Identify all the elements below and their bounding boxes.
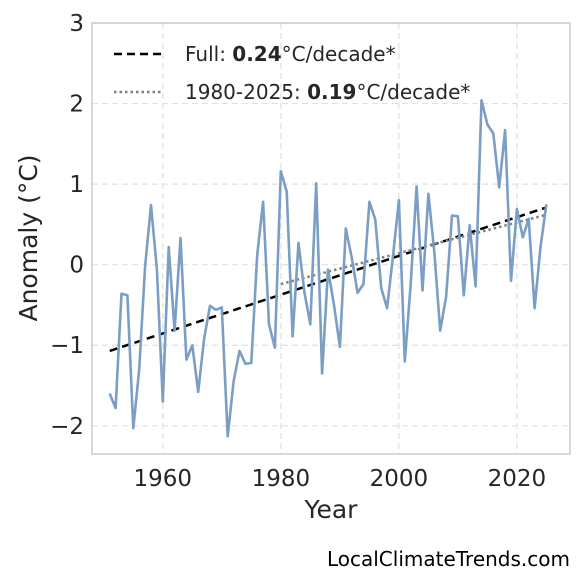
- watermark: LocalClimateTrends.com: [326, 547, 570, 571]
- y-tick-label: −2: [50, 414, 84, 440]
- legend-recent-suffix: °C/decade*: [356, 80, 470, 104]
- grid: [92, 22, 570, 454]
- plot-frame: [91, 22, 571, 455]
- legend-recent-prefix: 1980-2025:: [185, 80, 307, 104]
- plot-area: [92, 23, 570, 454]
- trend-line-full: [109, 206, 547, 353]
- legend-full-prefix: Full:: [185, 42, 232, 66]
- y-axis-label: Anomaly (°C): [14, 154, 43, 321]
- anomaly-series-line: [108, 99, 548, 438]
- y-tick-label: 1: [69, 172, 84, 198]
- y-tick-label: −1: [50, 333, 84, 359]
- legend-label-full: Full: 0.24°C/decade*: [185, 42, 396, 66]
- x-tick-labels: 1960 1980 2000 2020: [134, 466, 547, 492]
- x-tick-label: 1980: [252, 466, 311, 492]
- legend: Full: 0.24°C/decade* 1980-2025: 0.19°C/d…: [114, 42, 470, 104]
- x-tick-label: 1960: [134, 466, 193, 492]
- legend-recent-value: 0.19: [307, 80, 356, 104]
- trend-line-recent: [280, 213, 547, 286]
- x-tick-label: 2000: [370, 466, 429, 492]
- x-axis-label: Year: [304, 495, 359, 524]
- legend-full-value: 0.24: [232, 42, 281, 66]
- y-tick-labels: −2 −1 0 1 2 3: [50, 11, 84, 440]
- y-tick-label: 3: [69, 11, 84, 37]
- trend-lines: [109, 206, 547, 353]
- series-lines: [108, 99, 548, 438]
- legend-label-recent: 1980-2025: 0.19°C/decade*: [185, 80, 470, 104]
- y-tick-label: 2: [69, 92, 84, 118]
- y-tick-label: 0: [69, 253, 84, 279]
- legend-full-suffix: °C/decade*: [282, 42, 396, 66]
- x-tick-label: 2020: [488, 466, 547, 492]
